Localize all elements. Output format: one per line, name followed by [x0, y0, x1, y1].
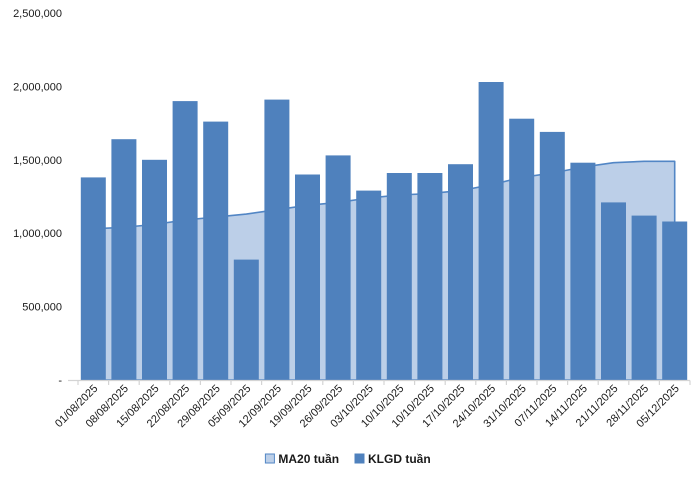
legend-swatch-klgd [354, 453, 365, 464]
klgd-volume-bar [539, 131, 565, 380]
klgd-volume-bar [631, 215, 657, 380]
klgd-volume-bar [172, 101, 198, 380]
legend-label-klgd: KLGD tuần [368, 452, 431, 466]
klgd-volume-bar [417, 173, 443, 380]
klgd-volume-bar [478, 82, 504, 380]
klgd-volume-bar [111, 139, 137, 380]
klgd-volume-bar [570, 162, 596, 380]
y-axis-tick-label: 1,500,000 [13, 155, 62, 167]
klgd-volume-bar [264, 99, 290, 380]
klgd-volume-bar [325, 155, 351, 380]
klgd-volume-bar [203, 121, 229, 380]
klgd-volume-bar [80, 177, 106, 380]
y-axis-tick-label: 500,000 [22, 302, 62, 314]
klgd-volume-bar [295, 174, 320, 380]
y-axis-tick-label: 2,000,000 [13, 81, 62, 93]
y-axis-tick-label: - [58, 375, 62, 387]
y-axis-tick-label: 1,000,000 [13, 228, 62, 240]
klgd-volume-bar [386, 173, 412, 380]
klgd-volume-bar [142, 159, 167, 380]
legend-swatch-ma20 [264, 453, 275, 464]
klgd-volume-bar [356, 190, 382, 380]
klgd-volume-bar [233, 259, 259, 380]
y-axis-tick-label: 2,500,000 [13, 8, 62, 20]
klgd-volume-bar [448, 164, 473, 380]
klgd-volume-bar [662, 221, 688, 380]
klgd-volume-bar [509, 118, 535, 380]
legend-label-ma20: MA20 tuần [278, 452, 339, 466]
klgd-volume-bar [601, 202, 626, 380]
